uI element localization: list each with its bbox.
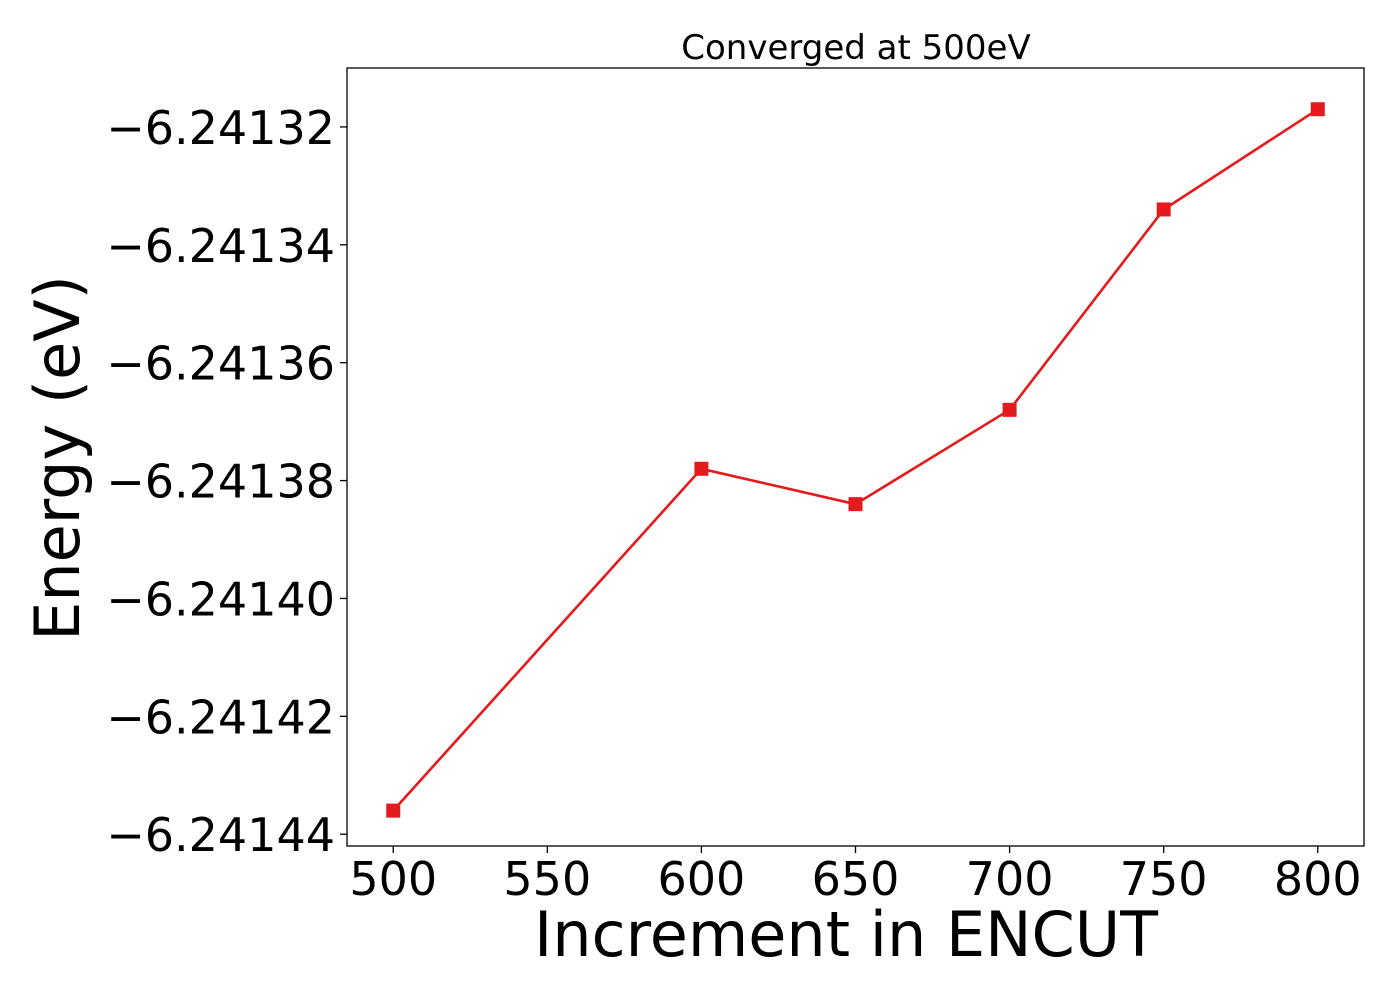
y-axis: −6.24144 −6.24142 −6.24140 −6.24138 −6.24136… [106,101,347,862]
y-axis-label: Energy (eV) [21,275,94,641]
chart-title: Converged at 500eV [681,28,1030,68]
x-tick-label: 650 [812,852,900,906]
x-tick-label: 600 [658,852,746,906]
y-tick-label: −6.24144 [106,808,335,862]
data-point-marker [848,497,863,512]
data-point-marker [1310,102,1325,117]
x-axis: 500 550 600 650 700 750 800 [349,846,1362,906]
series-line [392,108,1319,812]
x-tick-label: 500 [349,852,437,906]
y-tick-label: −6.24138 [106,455,335,509]
x-tick-label: 550 [503,852,591,906]
y-tick-label: −6.24132 [106,101,335,155]
data-point-marker [1002,402,1017,417]
x-tick-label: 750 [1120,852,1208,906]
plot-series [386,102,1325,818]
y-tick-label: −6.24140 [106,572,335,626]
y-tick-label: −6.24142 [106,690,335,744]
data-point-marker [694,461,709,476]
y-tick-label: −6.24136 [106,337,335,391]
data-point-marker [386,803,401,818]
data-point-marker [1156,202,1171,217]
x-tick-label: 800 [1274,852,1362,906]
x-axis-label: Increment in ENCUT [534,898,1159,971]
x-tick-label: 700 [966,852,1054,906]
plot-area-frame [346,67,1365,847]
y-tick-label: −6.24134 [106,219,335,273]
